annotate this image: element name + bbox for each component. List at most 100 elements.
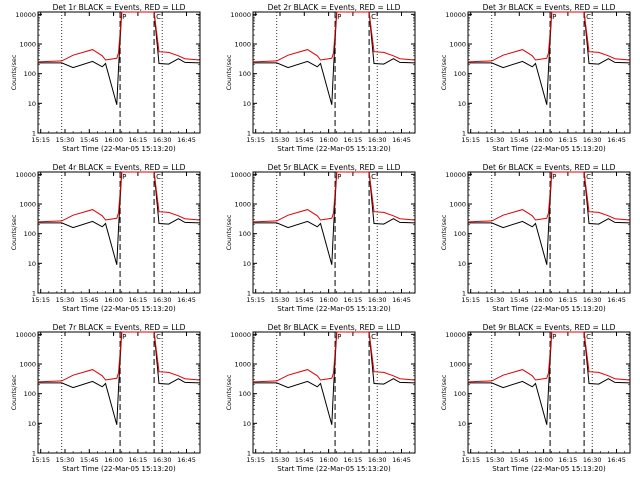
x-tick-label: 15:45 — [80, 136, 99, 144]
y-tick-label: 10000 — [445, 171, 466, 179]
x-tick-label: 15:15 — [461, 136, 480, 144]
x-tick-label: 15:30 — [56, 136, 75, 144]
plot-frame — [467, 171, 631, 294]
x-tick-label: 15:30 — [486, 136, 505, 144]
x-axis-label: Start Time (22-Mar-05 15:13:20) — [62, 145, 176, 153]
flag-label: C — [586, 13, 591, 21]
x-tick-label: 16:30 — [368, 296, 387, 304]
y-tick-label: 10000 — [230, 171, 251, 179]
y-tick-label: 10 — [243, 420, 251, 428]
y-tick-label: 10 — [28, 420, 36, 428]
x-tick-label: 16:15 — [129, 456, 148, 464]
y-tick-label: 10 — [458, 260, 466, 268]
lld-series-line — [37, 331, 200, 383]
lld-series-line — [252, 11, 415, 63]
y-tick-label: 100 — [24, 230, 36, 238]
flag-label: P — [337, 173, 341, 181]
lld-series-line — [467, 11, 630, 63]
y-tick-label: 1 — [462, 130, 466, 138]
y-tick-label: 1 — [32, 450, 36, 458]
plot-frame — [37, 11, 201, 134]
y-tick-label: 10 — [28, 100, 36, 108]
x-tick-label: 16:00 — [319, 456, 338, 464]
x-tick-label: 16:00 — [104, 296, 123, 304]
y-tick-label: 1000 — [19, 201, 36, 209]
y-tick-label: 10000 — [230, 11, 251, 19]
detector-panel-2: Det 2r BLACK = Events, RED = LLD 1 10 100 10… — [225, 3, 416, 153]
lld-series-line — [252, 171, 415, 223]
y-axis-label: Counts/sec — [225, 214, 233, 250]
y-tick-label: 10000 — [230, 331, 251, 339]
y-tick-label: 100 — [239, 230, 251, 238]
x-tick-label: 15:15 — [246, 296, 265, 304]
x-tick-label: 15:45 — [295, 136, 314, 144]
y-axis-label: Counts/sec — [440, 54, 448, 90]
x-tick-label: 16:45 — [607, 296, 626, 304]
x-tick-label: 15:15 — [461, 296, 480, 304]
flag-label: P — [337, 13, 341, 21]
flag-label: P — [122, 13, 126, 21]
flag-label: C — [586, 333, 591, 341]
y-tick-label: 1000 — [234, 41, 251, 49]
lld-series-line — [467, 171, 630, 223]
flag-label: P — [552, 333, 556, 341]
x-tick-label: 16:30 — [583, 456, 602, 464]
panel-title: Det 6r BLACK = Events, RED = LLD — [483, 163, 616, 172]
flag-label: C — [371, 333, 376, 341]
y-tick-label: 10 — [458, 420, 466, 428]
plot-frame — [37, 331, 201, 454]
y-tick-label: 10 — [458, 100, 466, 108]
y-tick-label: 1000 — [449, 361, 466, 369]
x-tick-label: 15:45 — [295, 296, 314, 304]
y-tick-label: 10 — [243, 100, 251, 108]
x-axis-label: Start Time (22-Mar-05 15:13:20) — [277, 305, 391, 313]
flag-label: P — [552, 173, 556, 181]
x-tick-label: 15:45 — [510, 296, 529, 304]
panel-title: Det 8r BLACK = Events, RED = LLD — [268, 323, 401, 332]
x-tick-label: 16:45 — [177, 296, 196, 304]
y-tick-label: 1 — [462, 290, 466, 298]
y-tick-label: 100 — [239, 70, 251, 78]
y-tick-label: 10 — [243, 260, 251, 268]
x-tick-label: 16:15 — [129, 136, 148, 144]
plot-frame — [467, 11, 631, 134]
x-tick-label: 16:45 — [392, 456, 411, 464]
y-tick-label: 1 — [247, 130, 251, 138]
y-tick-label: 100 — [454, 390, 466, 398]
x-tick-label: 16:15 — [344, 456, 363, 464]
y-tick-label: 10000 — [445, 11, 466, 19]
x-tick-label: 16:30 — [368, 136, 387, 144]
detector-panel-9: Det 9r BLACK = Events, RED = LLD 1 10 100 10… — [440, 323, 631, 473]
x-tick-label: 15:15 — [31, 456, 50, 464]
y-axis-label: Counts/sec — [10, 374, 18, 410]
x-tick-label: 15:30 — [56, 296, 75, 304]
x-tick-label: 16:15 — [344, 296, 363, 304]
x-tick-label: 15:30 — [56, 456, 75, 464]
x-tick-label: 16:15 — [129, 296, 148, 304]
x-tick-label: 15:30 — [271, 456, 290, 464]
y-tick-label: 10000 — [445, 331, 466, 339]
x-axis-label: Start Time (22-Mar-05 15:13:20) — [492, 145, 606, 153]
x-tick-label: 16:30 — [153, 136, 172, 144]
flag-label: C — [371, 13, 376, 21]
lld-series-line — [37, 11, 200, 63]
x-tick-label: 16:00 — [319, 296, 338, 304]
detector-panel-8: Det 8r BLACK = Events, RED = LLD 1 10 100 10… — [225, 323, 416, 473]
x-tick-label: 15:15 — [461, 456, 480, 464]
x-tick-label: 16:15 — [559, 136, 578, 144]
y-tick-label: 1000 — [449, 201, 466, 209]
x-tick-label: 15:45 — [510, 136, 529, 144]
y-tick-label: 100 — [454, 70, 466, 78]
y-tick-label: 1 — [32, 130, 36, 138]
y-tick-label: 1 — [32, 290, 36, 298]
x-tick-label: 16:45 — [177, 136, 196, 144]
x-tick-label: 16:45 — [392, 136, 411, 144]
lld-series-line — [467, 331, 630, 383]
lld-series-line — [252, 331, 415, 383]
y-axis-label: Counts/sec — [225, 374, 233, 410]
y-tick-label: 1000 — [234, 361, 251, 369]
flag-label: P — [337, 333, 341, 341]
x-axis-label: Start Time (22-Mar-05 15:13:20) — [62, 305, 176, 313]
